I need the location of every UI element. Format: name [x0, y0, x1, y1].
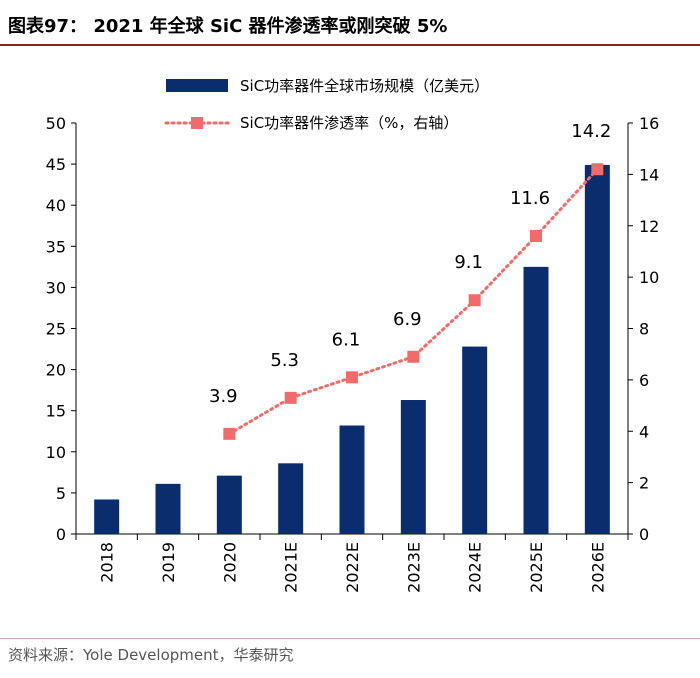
right-tick-label: 4 — [639, 422, 649, 441]
data-label: 6.9 — [393, 309, 422, 330]
line-marker — [468, 294, 481, 307]
right-tick-label: 6 — [639, 371, 649, 390]
right-tick-label: 2 — [639, 474, 649, 493]
data-label: 11.6 — [510, 188, 550, 209]
data-label: 3.9 — [209, 386, 238, 407]
left-tick-label: 15 — [46, 402, 66, 421]
legend-line-marker — [191, 117, 203, 129]
left-tick-label: 25 — [46, 320, 66, 339]
source-note: 资料来源：Yole Development，华泰研究 — [8, 646, 294, 664]
data-label: 5.3 — [270, 350, 299, 371]
title-rule — [0, 44, 700, 46]
x-tick-label: 2020 — [220, 542, 239, 583]
line-marker — [530, 230, 542, 243]
legend-bar-label: SiC功率器件全球市场规模（亿美元） — [240, 77, 489, 95]
left-tick-label: 45 — [46, 155, 66, 174]
combo-chart: 0 5 10 15 20 25 30 35 40 45 50 0 2 4 6 8 10 12 14 16 2018 201… — [46, 77, 660, 593]
right-tick-label: 8 — [639, 320, 649, 339]
left-tick-label: 50 — [46, 114, 66, 133]
x-tick-label: 2019 — [159, 542, 178, 583]
footer-rule — [0, 638, 700, 639]
x-tick-label: 2023E — [404, 542, 423, 593]
right-tick-label: 16 — [639, 114, 659, 133]
x-tick-label: 2026E — [588, 542, 607, 593]
left-tick-label: 30 — [46, 278, 66, 297]
bar — [155, 483, 181, 534]
bar — [400, 400, 426, 534]
right-tick-label: 14 — [639, 165, 659, 184]
x-tick-label: 2025E — [527, 542, 546, 593]
left-tick-label: 35 — [46, 237, 66, 256]
left-tick-label: 5 — [56, 484, 66, 503]
line-marker — [223, 427, 236, 440]
bar — [94, 499, 120, 534]
line-marker — [284, 391, 297, 404]
bar — [462, 346, 488, 534]
x-tick-label: 2018 — [98, 542, 117, 583]
bar — [339, 425, 365, 534]
data-label: 14.2 — [571, 121, 611, 142]
line-marker — [407, 350, 420, 363]
x-tick-label: 2022E — [343, 542, 362, 593]
line-marker — [591, 163, 604, 176]
bar — [584, 164, 610, 534]
right-tick-label: 12 — [639, 217, 659, 236]
left-tick-label: 40 — [46, 196, 66, 215]
header: 图表97： 2021 年全球 SiC 器件渗透率或刚突破 5% — [0, 0, 700, 46]
figure-title: 图表97： 2021 年全球 SiC 器件渗透率或刚突破 5% — [8, 16, 448, 37]
bar — [216, 475, 242, 534]
x-tick-label: 2024E — [466, 542, 485, 593]
right-tick-label: 10 — [639, 268, 659, 287]
legend-line-label: SiC功率器件渗透率（%，右轴） — [240, 114, 458, 132]
bar — [523, 266, 549, 534]
line-marker — [346, 371, 358, 384]
right-tick-label: 0 — [639, 525, 649, 544]
x-tick-label: 2021E — [282, 542, 301, 593]
legend-bar-swatch — [166, 79, 228, 92]
bar — [278, 463, 304, 534]
left-tick-label: 0 — [56, 525, 66, 544]
data-label: 9.1 — [454, 252, 483, 273]
left-tick-label: 10 — [46, 443, 66, 462]
left-tick-label: 20 — [46, 361, 66, 380]
data-label: 6.1 — [332, 329, 361, 350]
